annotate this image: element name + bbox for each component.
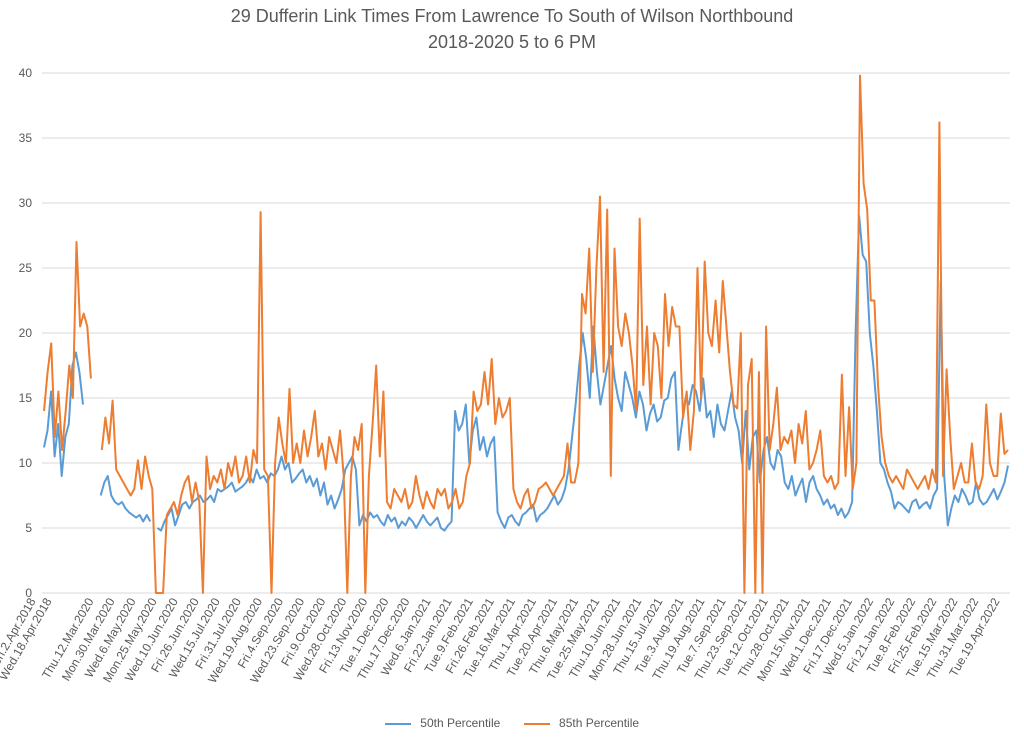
series-line-85th [100, 74, 1009, 594]
y-tick-label: 10 [19, 456, 33, 470]
y-tick-label: 0 [25, 586, 32, 600]
chart-title: 29 Dufferin Link Times From Lawrence To … [230, 6, 794, 26]
y-tick-label: 15 [19, 391, 33, 405]
legend-item-50th: 50th Percentile [384, 716, 501, 730]
series-line-50th [156, 215, 1009, 532]
legend-label-85th: 85th Percentile [559, 716, 640, 730]
series-line-50th [43, 351, 84, 477]
legend: 50th Percentile 85th Percentile [0, 716, 1024, 730]
series-line-50th [99, 475, 152, 523]
y-tick-label: 40 [19, 66, 33, 80]
y-tick-label: 30 [19, 196, 33, 210]
legend-label-50th: 50th Percentile [420, 716, 501, 730]
series-line-85th [43, 241, 92, 451]
y-tick-label: 25 [19, 261, 33, 275]
y-tick-label: 20 [19, 326, 33, 340]
chart-subtitle: 2018-2020 5 to 6 PM [427, 32, 597, 52]
legend-swatch-50th [384, 722, 411, 725]
legend-swatch-85th [523, 722, 550, 725]
legend-item-85th: 85th Percentile [523, 716, 640, 730]
y-tick-label: 35 [19, 131, 33, 145]
y-tick-label: 5 [25, 521, 32, 535]
